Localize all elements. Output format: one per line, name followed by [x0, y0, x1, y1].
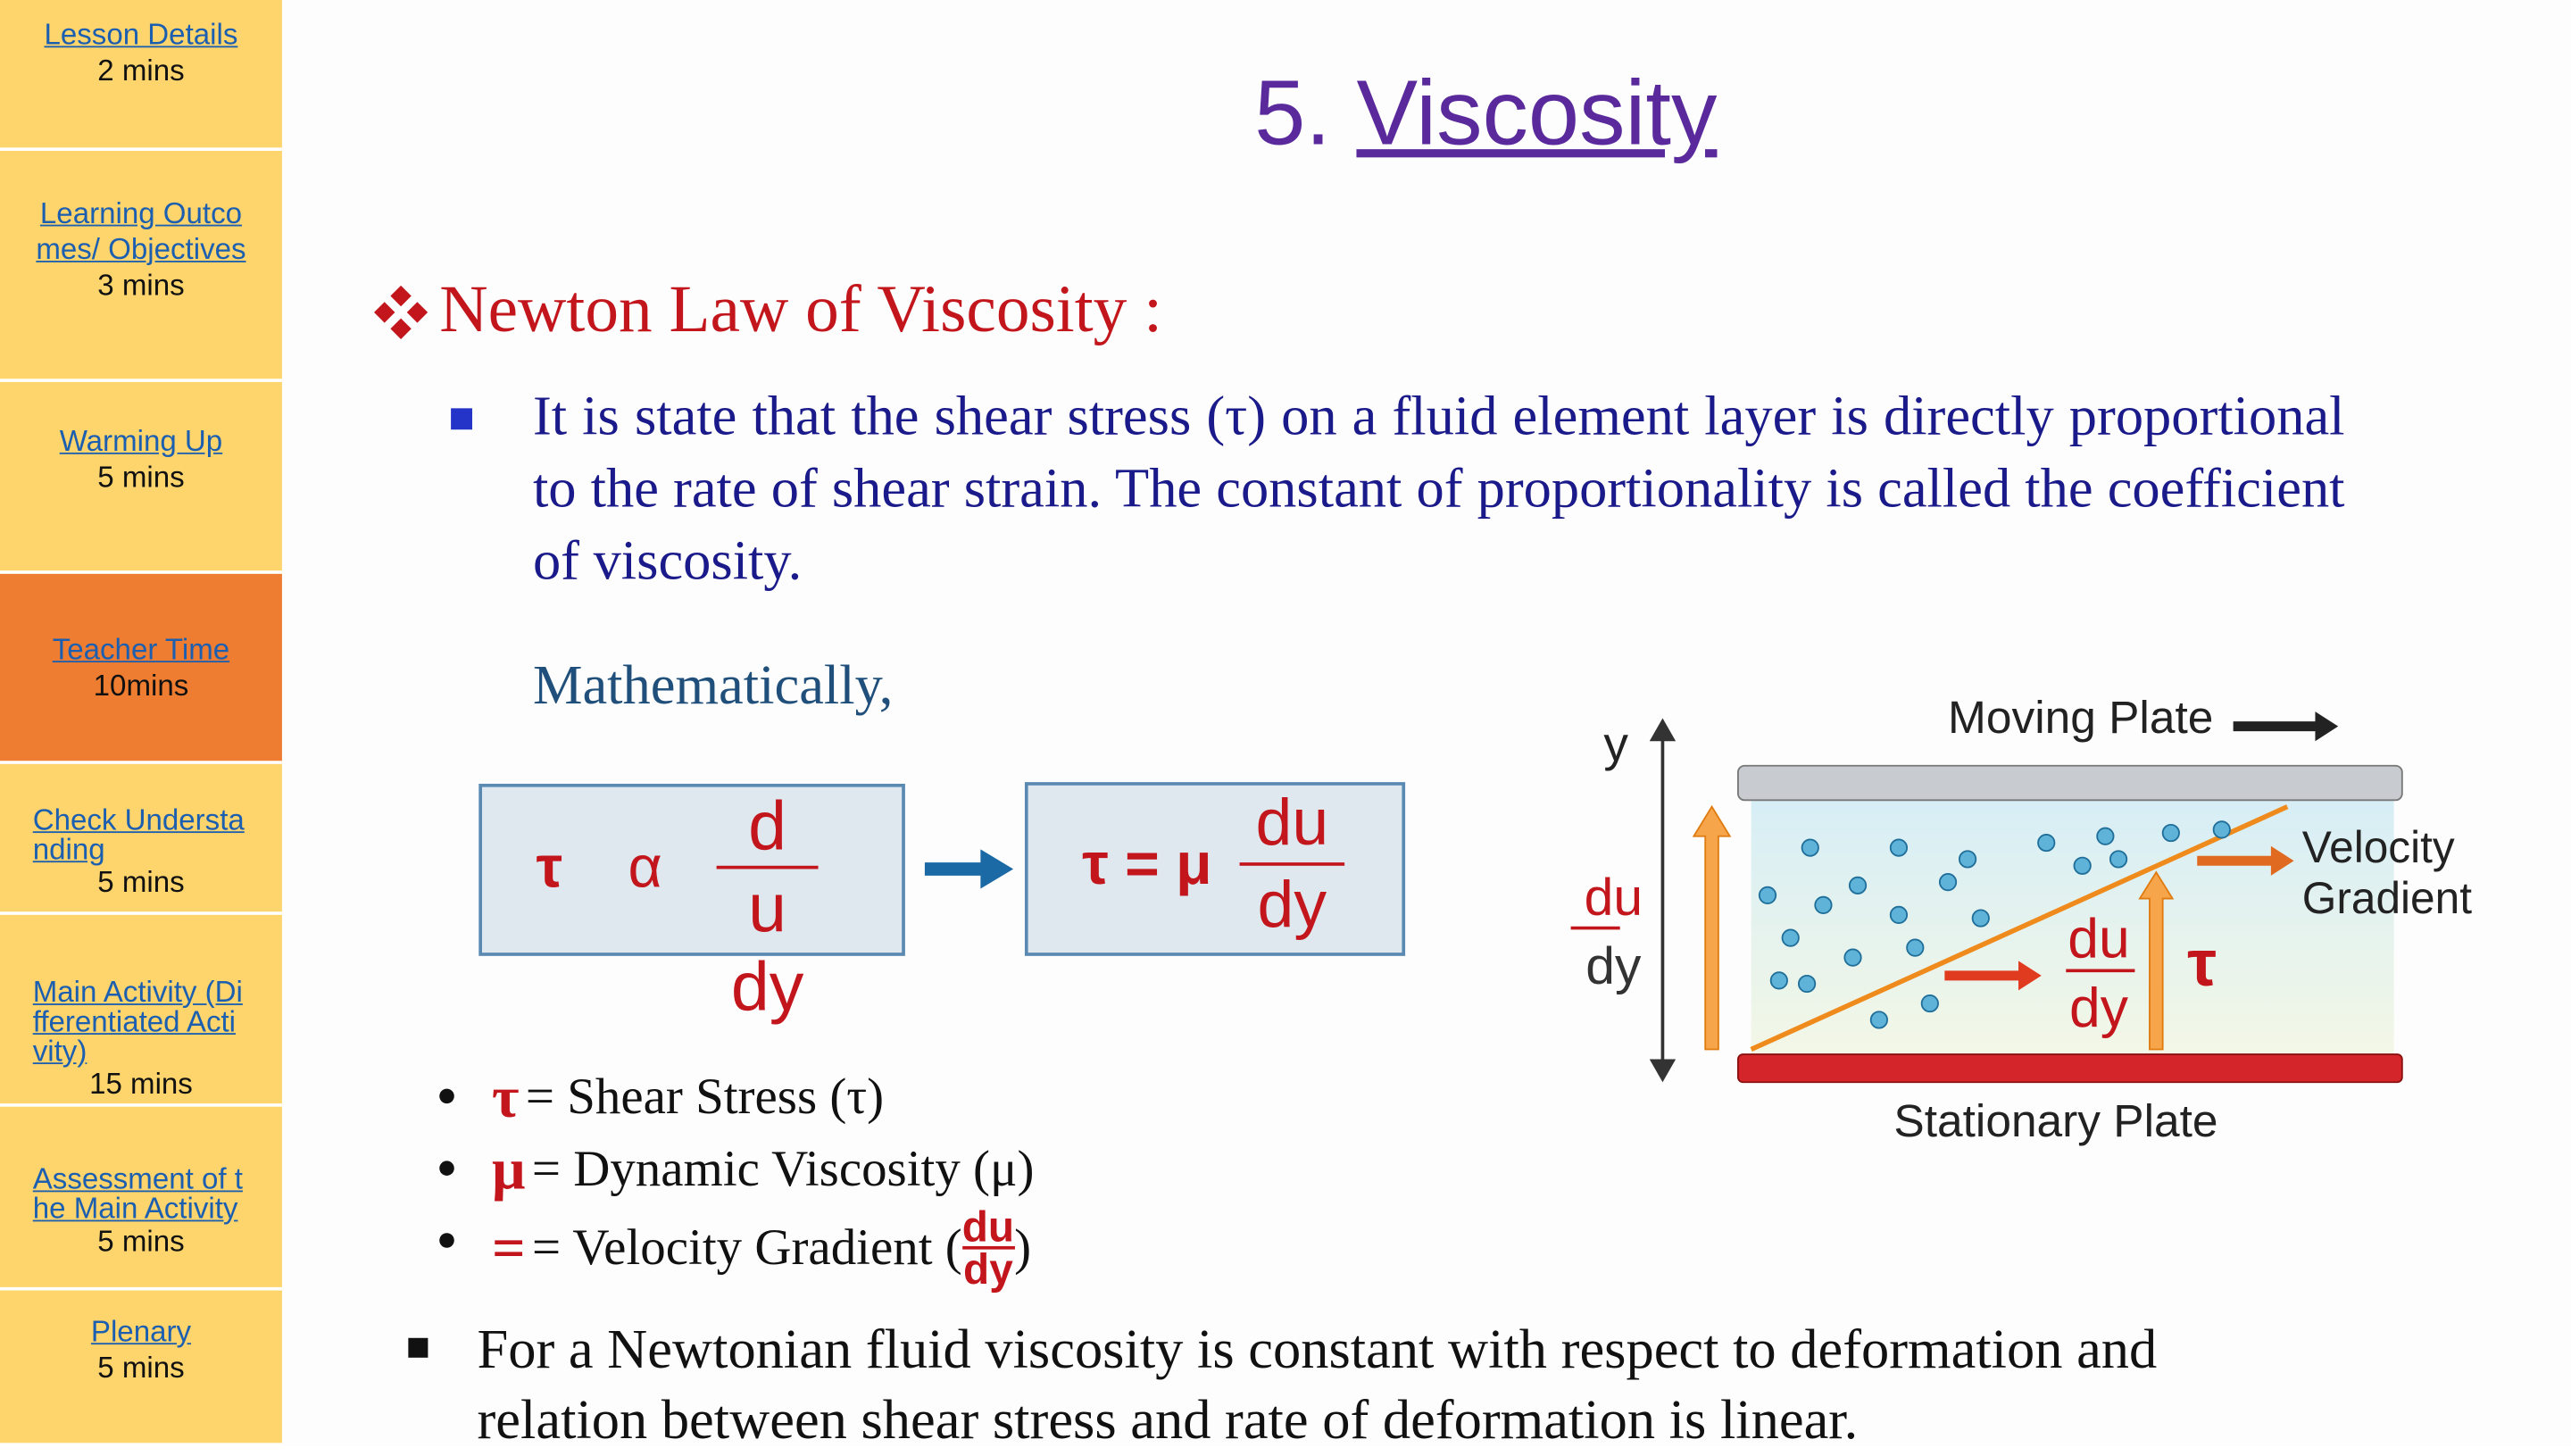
diagram	[1570, 711, 2403, 1084]
tau: τ	[2187, 928, 2217, 1001]
sidebar-link[interactable]: Plenary	[90, 1315, 192, 1348]
particle	[1758, 886, 1777, 904]
particle	[1797, 974, 1817, 994]
sidebar-item: Learning Outcomes/ Objectives 3 mins	[0, 150, 282, 382]
particle	[1958, 850, 1977, 869]
sidebar-duration: 5 mins	[97, 461, 185, 494]
sidebar-duration: 15 mins	[89, 1067, 193, 1101]
sidebar-duration: 5 mins	[97, 1351, 185, 1385]
sidebar-link[interactable]: Main Activity (Differentiated Activity)	[32, 975, 243, 1068]
particle	[2212, 820, 2231, 839]
sidebar-duration: 10mins	[93, 669, 189, 703]
sidebar-item: Assessment of the Main Activity 5 mins	[0, 1106, 282, 1291]
legend-item: μ = Dynamic Viscosity (μ)	[492, 1135, 1035, 1203]
particle	[2161, 823, 2180, 843]
sidebar-link[interactable]: Teacher Time	[52, 632, 230, 666]
sidebar-link[interactable]: Learning Outcomes/ Objectives	[36, 196, 246, 266]
sidebar-link[interactable]: Warming Up	[59, 424, 223, 458]
denominator: dy	[961, 1244, 1015, 1294]
particle	[1889, 838, 1909, 857]
square-bullet	[451, 408, 472, 430]
moving-plate: Moving Plate	[1948, 692, 2214, 744]
fraction: du dy	[2059, 905, 2138, 1043]
fraction: du dy	[1571, 862, 1657, 1000]
sidebar-item: Teacher Time 10mins	[0, 573, 282, 764]
legend-item: τ = Shear Stress (τ)	[492, 1062, 884, 1131]
denominator: u	[716, 865, 819, 948]
numerator: d	[748, 786, 787, 864]
legend-symbol: μ	[492, 1136, 526, 1202]
below: dy	[730, 947, 804, 1025]
particle	[1769, 971, 1788, 990]
axis-label: y	[1603, 718, 1628, 773]
particle	[1781, 928, 1800, 947]
particle	[2073, 856, 2092, 875]
square-bullet	[408, 1337, 428, 1358]
title-text: Viscosity	[1356, 60, 1718, 164]
sidebar-item: Check Understanding 5 mins	[0, 763, 282, 915]
sidebar-item: Lesson Details 2 mins	[0, 0, 282, 151]
sidebar-link[interactable]: Lesson Details	[44, 18, 238, 51]
arrow	[924, 849, 1014, 889]
heading: Newton Law of Viscosity :	[439, 270, 1163, 346]
fraction: d u dy	[716, 786, 819, 1027]
heading-bullet	[374, 285, 428, 339]
legend-symbol: =	[492, 1215, 526, 1281]
sidebar-duration: 2 mins	[97, 54, 185, 87]
particle	[1889, 905, 1909, 925]
formula-box	[1024, 782, 1406, 956]
particle	[1848, 876, 1868, 894]
numerator: du	[2068, 908, 2130, 971]
denominator: dy	[1585, 936, 1642, 995]
legend-text: = Shear Stress (τ)	[525, 1067, 885, 1126]
particle	[1869, 1011, 1889, 1029]
particle	[1920, 994, 1939, 1013]
sidebar-duration: 5 mins	[97, 1225, 185, 1258]
bullet-dot	[439, 1088, 454, 1104]
slide-title: 5. Viscosity	[1254, 59, 1717, 165]
formula-box	[478, 783, 905, 956]
legend-text: = Velocity Gradient (	[532, 1218, 962, 1276]
velocity-gradient: Velocity Gradient	[2301, 823, 2472, 924]
legend-symbol: τ	[492, 1064, 520, 1130]
particle	[1971, 909, 1990, 928]
fraction: du dy	[1239, 784, 1345, 944]
mathematically: Mathematically,	[532, 655, 894, 717]
particle	[2109, 850, 2128, 869]
particle	[2037, 833, 2056, 853]
sidebar-item: Warming Up 5 mins	[0, 381, 282, 574]
legend-close: )	[1014, 1218, 1032, 1276]
legend-item: = = Velocity Gradient (du dy)	[492, 1202, 1032, 1294]
fraction: du dy	[961, 1202, 1015, 1294]
particle	[1938, 873, 1958, 892]
denominator: dy	[2069, 977, 2128, 1040]
particle	[2096, 827, 2115, 845]
numerator: du	[1584, 867, 1643, 927]
sidebar-link[interactable]: Check Understanding	[32, 803, 245, 866]
sidebar-item: Plenary 5 mins	[0, 1290, 282, 1447]
stationary-plate: Stationary Plate	[1893, 1094, 2218, 1146]
formula-alpha: α	[628, 833, 662, 901]
statement: It is state that the shear stress (τ) on…	[532, 387, 2345, 593]
particle	[1843, 948, 1862, 967]
sidebar-duration: 3 mins	[97, 269, 185, 302]
title-number: 5.	[1254, 60, 1331, 164]
numerator: du	[961, 1202, 1015, 1252]
conclusion: For a Newtonian fluid viscosity is const…	[477, 1319, 2158, 1452]
legend-text: = Dynamic Viscosity (μ)	[531, 1139, 1035, 1197]
formula-lhs: τ = μ	[1082, 829, 1212, 897]
formula-tau: τ	[536, 833, 563, 901]
bullet-dot	[439, 1233, 454, 1248]
sidebar-link[interactable]: Assessment of the Main Activity	[32, 1162, 243, 1226]
particle	[1814, 895, 1833, 914]
sidebar-duration: 5 mins	[97, 865, 185, 899]
sidebar-item: Main Activity (Differentiated Activity) 1…	[0, 914, 282, 1107]
numerator: du	[1255, 786, 1329, 860]
particle	[1801, 838, 1819, 857]
bullet-dot	[439, 1161, 454, 1176]
denominator: dy	[1239, 862, 1345, 944]
particle	[1906, 938, 1925, 957]
